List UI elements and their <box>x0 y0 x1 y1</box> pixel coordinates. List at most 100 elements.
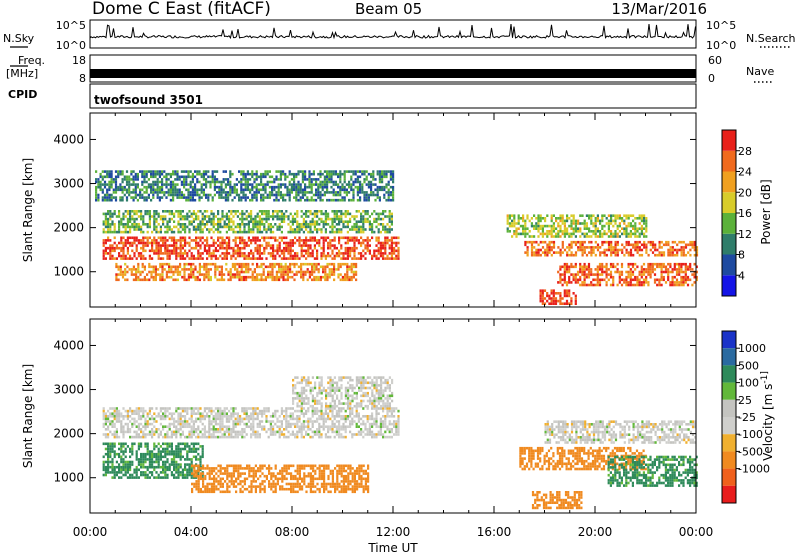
echo-cell <box>381 170 384 173</box>
echo-cell <box>355 262 358 266</box>
echo-cell <box>137 425 140 428</box>
echo-cell <box>234 407 237 410</box>
echo-cell <box>167 191 170 194</box>
echo-cell <box>129 409 132 413</box>
echo-cell <box>168 236 171 240</box>
nsky-frame <box>89 19 697 49</box>
echo-cell <box>352 265 355 269</box>
echo-cell <box>339 278 342 282</box>
echo-cell <box>240 196 243 199</box>
echo-cell <box>324 417 327 421</box>
echo-cell <box>156 193 159 197</box>
echo-cell <box>129 236 132 240</box>
echo-cell <box>142 220 145 223</box>
echo-cell <box>568 246 571 249</box>
echo-cell <box>331 244 334 247</box>
echo-cell <box>384 241 387 245</box>
echo-cell <box>230 412 233 415</box>
echo-cell <box>377 228 380 231</box>
echo-cell <box>616 232 619 236</box>
echo-cell <box>146 412 149 415</box>
echo-cell <box>151 428 154 431</box>
echo-cell <box>232 252 235 255</box>
echo-cell <box>313 225 316 229</box>
echo-cell <box>607 235 610 238</box>
echo-cell <box>328 268 331 271</box>
echo-cell <box>211 196 214 199</box>
echo-cell <box>390 215 393 218</box>
echo-cell <box>135 270 138 274</box>
echo-cell <box>337 198 340 202</box>
echo-cell <box>113 212 116 216</box>
echo-cell <box>537 224 540 228</box>
echo-cell <box>194 265 197 269</box>
echo-cell <box>133 254 136 258</box>
echo-cell <box>232 407 235 410</box>
echo-cell <box>293 183 296 186</box>
echo-cell <box>103 185 107 189</box>
echo-cell <box>251 270 254 274</box>
echo-cell <box>386 236 389 240</box>
echo-cell <box>261 412 264 415</box>
echo-cell <box>230 212 233 216</box>
echo-cell <box>587 283 591 287</box>
echo-cell <box>210 220 213 223</box>
echo-cell <box>695 278 698 282</box>
echo-cell <box>265 241 268 245</box>
echo-cell <box>179 428 182 431</box>
echo-cell <box>629 283 632 287</box>
echo-cell <box>121 198 124 202</box>
echo-cell <box>211 172 214 176</box>
echo-cell <box>130 183 133 186</box>
echo-cell <box>381 178 384 181</box>
echo-cell <box>214 273 217 276</box>
echo-cell <box>377 246 380 250</box>
echo-cell <box>289 265 292 269</box>
echo-cell <box>221 252 224 255</box>
echo-cell <box>144 236 147 240</box>
echo-cell <box>364 252 367 255</box>
echo-cell <box>157 268 160 271</box>
echo-cell <box>371 228 374 231</box>
echo-cell <box>243 435 246 439</box>
echo-cell <box>610 219 613 223</box>
echo-cell <box>557 246 560 249</box>
echo-cell <box>316 223 319 226</box>
echo-cell <box>279 175 282 179</box>
echo-cell <box>276 212 279 216</box>
echo-cell <box>379 254 382 258</box>
echo-cell <box>146 415 149 418</box>
echo-cell <box>607 268 610 271</box>
echo-cell <box>392 193 395 197</box>
echo-cell <box>566 217 569 220</box>
echo-cell <box>557 235 560 238</box>
echo-cell <box>256 265 259 269</box>
echo-cell <box>317 270 320 274</box>
echo-cell <box>300 433 303 436</box>
echo-cell <box>230 225 233 229</box>
echo-cell <box>250 425 253 428</box>
echo-cell <box>320 252 323 255</box>
echo-cell <box>324 273 327 276</box>
echo-cell <box>101 170 104 173</box>
echo-cell <box>291 422 294 426</box>
echo-cell <box>317 275 320 279</box>
echo-cell <box>658 243 661 247</box>
echo-cell <box>388 215 391 218</box>
echo-cell <box>537 235 540 238</box>
echo-cell <box>338 230 341 234</box>
echo-cell <box>307 244 310 247</box>
echo-cell <box>173 215 176 218</box>
echo-cell <box>145 188 148 192</box>
echo-cell <box>221 239 224 242</box>
echo-cell <box>311 212 314 216</box>
echo-cell <box>252 252 255 255</box>
echo-cell <box>389 185 392 189</box>
echo-cell <box>142 217 145 221</box>
echo-cell <box>174 193 177 197</box>
echo-cell <box>232 428 235 431</box>
echo-cell <box>217 257 220 260</box>
echo-cell <box>161 180 164 184</box>
echo-cell <box>272 236 275 240</box>
echo-cell <box>159 433 162 436</box>
